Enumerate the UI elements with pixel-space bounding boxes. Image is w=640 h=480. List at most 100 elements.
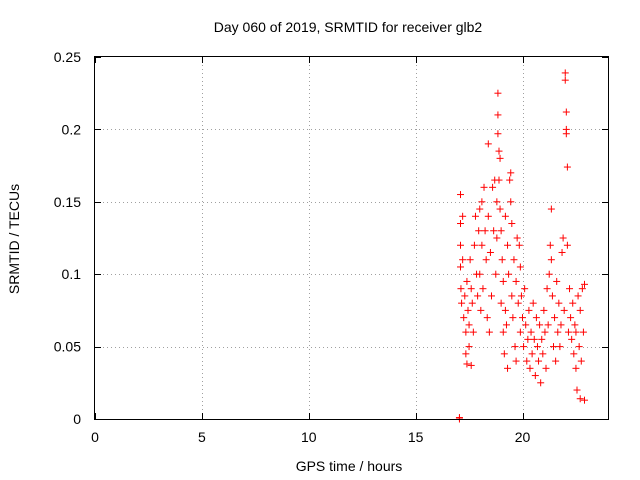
data-point	[558, 248, 566, 256]
data-point	[478, 241, 486, 249]
data-point	[567, 314, 575, 322]
data-point	[467, 361, 475, 369]
data-point	[495, 176, 503, 184]
data-point	[501, 212, 509, 220]
data-point	[523, 357, 531, 365]
data-point	[531, 372, 539, 380]
data-point	[538, 335, 546, 343]
data-point	[462, 328, 470, 336]
data-point	[528, 350, 536, 358]
data-point	[512, 357, 520, 365]
data-point	[561, 76, 569, 84]
data-point	[506, 176, 514, 184]
data-point	[521, 285, 529, 293]
data-point	[474, 292, 482, 300]
data-point	[501, 306, 509, 314]
data-point	[517, 292, 525, 300]
y-tick-label: 0.25	[54, 49, 81, 65]
x-tick-label: 20	[515, 429, 531, 445]
data-point	[499, 277, 507, 285]
data-point	[483, 314, 491, 322]
data-point	[493, 198, 501, 206]
data-point	[458, 299, 466, 307]
data-point	[457, 263, 465, 271]
data-point	[570, 350, 578, 358]
data-point	[572, 328, 580, 336]
data-point	[475, 227, 483, 235]
chart-title: Day 060 of 2019, SRMTID for receiver glb…	[214, 19, 483, 35]
data-point	[455, 414, 463, 422]
data-point	[571, 321, 579, 329]
y-tick-label: 0.15	[54, 194, 81, 210]
data-point	[465, 343, 473, 351]
data-point	[486, 248, 494, 256]
x-axis-label: GPS time / hours	[296, 458, 403, 474]
data-point	[578, 285, 586, 293]
grid-lines	[95, 57, 608, 419]
data-point	[564, 328, 572, 336]
data-point	[525, 306, 533, 314]
data-point	[504, 241, 512, 249]
data-point	[576, 306, 584, 314]
data-point	[476, 270, 484, 278]
data-point	[457, 191, 465, 199]
data-point	[553, 277, 561, 285]
data-point	[574, 292, 582, 300]
data-point	[463, 277, 471, 285]
data-point	[545, 270, 553, 278]
data-point	[572, 364, 580, 372]
data-point	[520, 343, 528, 351]
y-tick-label: 0	[73, 411, 81, 427]
data-point	[569, 299, 577, 307]
data-point	[496, 205, 504, 213]
data-point	[542, 364, 550, 372]
data-point	[478, 198, 486, 206]
data-point	[530, 335, 538, 343]
data-point	[546, 241, 554, 249]
data-point	[461, 292, 469, 300]
data-point	[462, 350, 470, 358]
data-point	[467, 285, 475, 293]
data-point	[547, 205, 555, 213]
data-point	[575, 343, 583, 351]
data-point	[497, 299, 505, 307]
data-point	[497, 227, 505, 235]
data-point	[512, 277, 520, 285]
data-point	[514, 299, 522, 307]
data-point	[481, 227, 489, 235]
data-point	[543, 285, 551, 293]
data-point	[557, 321, 565, 329]
data-point	[563, 163, 571, 171]
data-point	[469, 328, 477, 336]
data-points	[455, 69, 588, 423]
data-point	[549, 343, 557, 351]
data-point	[580, 396, 588, 404]
y-tick-label: 0.1	[62, 266, 82, 282]
data-point	[479, 285, 487, 293]
data-point	[563, 241, 571, 249]
data-point	[547, 256, 555, 264]
data-point	[489, 183, 497, 191]
data-point	[508, 220, 516, 228]
data-point	[495, 147, 503, 155]
data-point	[559, 234, 567, 242]
data-point	[540, 306, 548, 314]
y-tick-label: 0.2	[62, 121, 82, 137]
data-point	[498, 256, 506, 264]
data-point	[562, 108, 570, 116]
data-point	[537, 379, 545, 387]
data-point	[488, 292, 496, 300]
data-point	[536, 321, 544, 329]
data-point	[492, 270, 500, 278]
data-point	[533, 343, 541, 351]
data-point	[457, 241, 465, 249]
data-point	[548, 292, 556, 300]
data-point	[466, 256, 474, 264]
data-point	[494, 111, 502, 119]
data-point	[459, 256, 467, 264]
data-point	[494, 89, 502, 97]
data-point	[499, 328, 507, 336]
x-tick-label: 0	[91, 429, 99, 445]
data-point	[552, 357, 560, 365]
